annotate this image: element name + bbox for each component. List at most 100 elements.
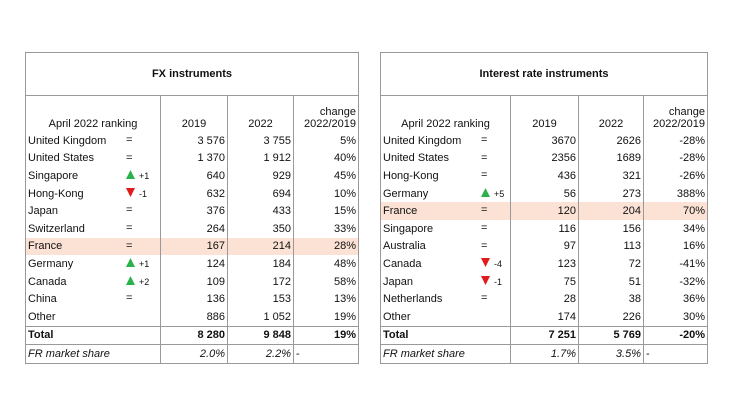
value-cell: 124 [160,255,228,273]
country-cell: Switzerland = [26,220,161,238]
value-cell: 1 370 [160,149,228,168]
data-row: France = 167 214 28% [25,237,359,256]
country-cell: Germany +5 [381,185,511,203]
rank-change: = [481,134,488,146]
header-line: 2022/2019 [304,118,356,130]
total-cell: 7 251 [510,325,579,345]
value-cell: 48% [293,255,359,273]
header-line: 2022/2019 [653,118,705,130]
country-cell: Japan = [26,202,161,220]
rank-change: = [481,239,488,252]
value-cell: -32% [643,272,708,291]
value-cell: 15% [293,202,359,220]
value-cell: 5% [293,132,359,150]
value-cell: 10% [293,184,359,203]
country-cell: United States = [26,150,161,168]
value-cell: 376 [160,202,228,220]
value-cell: 632 [160,184,228,203]
value-cell: 51 [578,272,644,291]
value-cell: 694 [227,184,294,203]
value-cell: 226 [578,307,644,327]
data-row: Other 886 1 052 19% [26,307,359,327]
header-cell: 2022 [578,95,644,132]
value-cell: 929 [227,167,294,185]
value-cell: 33% [293,219,359,238]
rank-change: = [481,292,488,305]
header-cell: 2019 [510,95,579,132]
country-name: United Kingdom [28,134,107,147]
total-cell: Total [380,325,511,345]
country-cell: Japan -1 [381,273,511,291]
value-cell: 3 755 [227,132,294,150]
data-row: United Kingdom = 3 576 3 755 5% [26,132,359,150]
total-row: Total 8 280 9 848 19% [25,325,359,345]
rank-arrow [126,257,135,269]
country-cell: China = [26,290,161,308]
value-cell: 2626 [578,132,644,150]
country-cell: France = [26,238,161,256]
country-cell: United Kingdom = [26,132,161,150]
value-cell: 40% [293,149,359,168]
rank-arrow [481,187,490,199]
country-cell: Netherlands = [381,290,511,308]
value-cell: 388% [643,184,708,203]
arrow-icon [126,170,135,180]
value-cell: 1689 [578,149,644,168]
data-row: Japan -1 75 51 -32% [381,272,708,291]
share-cell: - [643,344,708,364]
value-cell: 3 576 [160,132,228,150]
share-cell: 2.0% [160,344,228,364]
value-cell: 172 [227,272,294,291]
value-cell: 34% [643,219,708,238]
country-name: Canada [28,275,67,288]
arrow-icon [481,187,490,197]
share-cell: FR market share [380,344,511,364]
country-name: China [28,293,57,306]
country-cell: United States = [381,150,511,168]
share-cell: FR market share [25,344,161,364]
arrow-shape [481,187,490,197]
country-name: Japan [28,205,58,218]
data-row: Other 174 226 30% [381,307,708,327]
value-cell: 156 [578,219,644,238]
header-cell: April 2022 ranking [380,95,511,132]
rank-change: +1 [139,259,150,270]
data-row: Canada -4 123 72 -41% [381,255,708,273]
arrow-icon [126,275,135,285]
value-cell: 36% [643,290,708,308]
data-row: Germany +5 56 273 388% [381,184,708,203]
total-row: Total 7 251 5 769 -20% [380,325,708,345]
value-cell: 72 [578,255,644,273]
country-name: United States [383,152,450,165]
data-row: Netherlands = 28 38 36% [381,290,708,308]
rank-change: = [126,292,133,305]
value-cell: 70% [643,202,708,220]
value-cell: 2356 [510,149,579,168]
rank-change: = [481,169,488,182]
header-cell: April 2022 ranking [25,95,161,132]
data-row: Singapore = 116 156 34% [381,219,708,238]
value-cell: 321 [578,167,644,185]
arrow-shape [481,258,490,268]
country-cell: United Kingdom = [381,132,511,150]
header-cell: 2022 [227,95,294,132]
country-name: Switzerland [28,222,85,235]
country-cell: Australia = [381,238,511,256]
value-cell: 640 [160,167,228,185]
country-name: Singapore [383,222,434,235]
share-row: FR market share 1.7% 3.5% - [380,344,708,364]
value-cell: 153 [227,290,294,308]
rank-change: = [126,204,133,217]
value-cell: 886 [160,307,228,327]
rank-change: = [481,221,488,234]
arrow-icon [126,258,135,268]
country-name: United States [28,152,95,165]
rank-change: -1 [139,188,148,199]
rank-change: = [126,134,133,146]
value-cell: -28% [643,149,708,168]
country-name: Japan [383,275,413,288]
data-row: United States = 1 370 1 912 40% [26,149,359,168]
table: FX instruments April 2022 ranking 2019 2022… [25,52,359,364]
value-cell: 273 [578,184,644,203]
